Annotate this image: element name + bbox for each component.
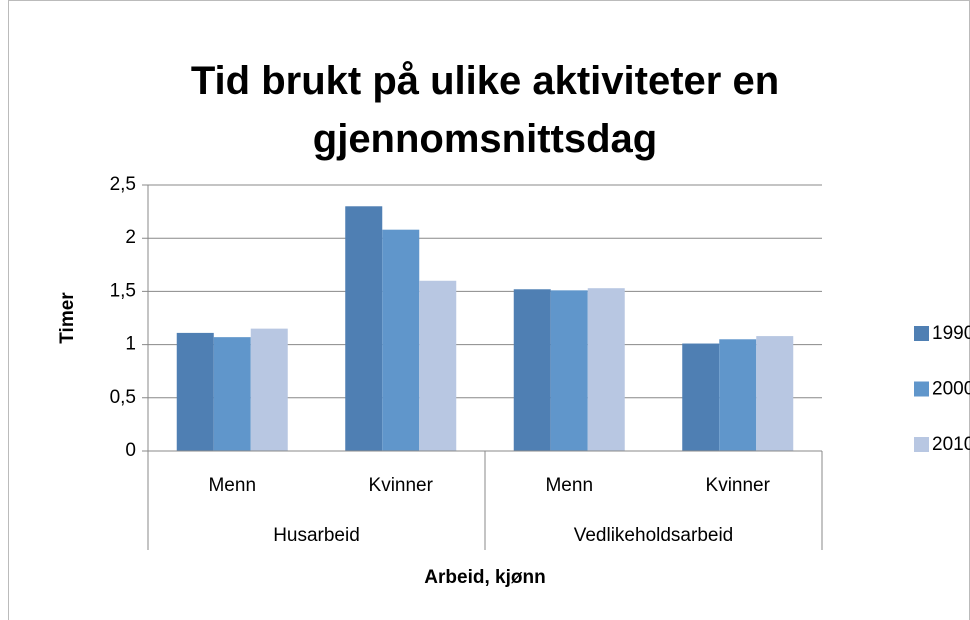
bar xyxy=(345,206,383,451)
y-tick-label: 1 xyxy=(125,334,136,355)
x-axis-label: Arbeid, kjønn xyxy=(424,567,545,588)
y-tick-label: 0 xyxy=(125,440,136,461)
y-axis-label: Timer xyxy=(57,292,78,344)
legend-swatch xyxy=(914,437,929,452)
y-tick-label: 2 xyxy=(125,227,136,248)
bar xyxy=(213,337,251,451)
bar xyxy=(756,336,794,451)
x-tick-label: Kvinner xyxy=(706,475,771,496)
bar xyxy=(682,343,720,451)
y-tick-label: 1,5 xyxy=(110,280,136,301)
legend-swatch xyxy=(914,381,929,397)
group-label: Husarbeid xyxy=(273,525,360,546)
group-label: Vedlikeholdsarbeid xyxy=(574,525,734,546)
bar xyxy=(587,288,625,451)
x-tick-label: Menn xyxy=(545,475,593,496)
bar xyxy=(550,290,588,451)
bar xyxy=(176,332,214,451)
bar xyxy=(419,280,457,451)
x-tick-label: Menn xyxy=(208,475,256,496)
legend-swatch xyxy=(914,326,929,341)
bar xyxy=(382,229,420,451)
legend-label: 2000 xyxy=(932,379,970,400)
legend-label: 1990 xyxy=(932,323,970,344)
bar xyxy=(513,289,551,451)
bar xyxy=(250,328,288,451)
y-tick-label: 2,5 xyxy=(110,174,136,195)
bar xyxy=(719,339,757,451)
chart-title: Tid brukt på ulike aktiviteter en gjenno… xyxy=(190,59,780,161)
y-tick-label: 0,5 xyxy=(110,387,136,408)
x-tick-label: Kvinner xyxy=(369,475,434,496)
legend-label: 2010 xyxy=(932,434,970,455)
